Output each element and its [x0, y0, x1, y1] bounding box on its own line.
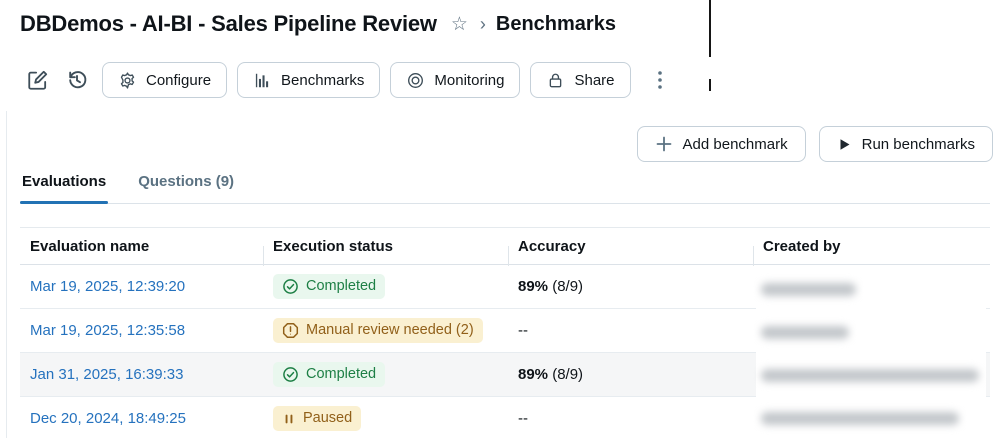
evaluation-link[interactable]: Jan 31, 2025, 16:39:33 — [30, 366, 184, 383]
monitor-target-icon — [406, 71, 425, 90]
status-badge: Paused — [273, 406, 362, 431]
breadcrumb-separator: › — [479, 14, 486, 34]
star-outline-icon[interactable]: ☆ — [450, 13, 468, 35]
status-label: Paused — [303, 410, 353, 427]
tab-evaluations-label: Evaluations — [22, 173, 107, 190]
monitoring-label: Monitoring — [434, 71, 505, 89]
status-badge: Completed — [273, 362, 386, 387]
status-label: Manual review needed (2) — [306, 322, 474, 339]
status-badge: Manual review needed (2) — [273, 318, 483, 343]
table-header: Evaluation name Execution status Accurac… — [20, 228, 990, 266]
actions-row: Add benchmark Run benchmarks — [636, 126, 993, 162]
benchmarks-label: Benchmarks — [281, 71, 365, 89]
run-benchmarks-label: Run benchmarks — [861, 135, 975, 153]
benchmarks-button[interactable]: Benchmarks — [237, 62, 381, 98]
redacted-created-by — [761, 326, 849, 339]
gear-icon — [118, 71, 137, 90]
plus-icon — [655, 135, 673, 153]
column-header-execution-status: Execution status — [263, 238, 508, 266]
alert-octagon-icon — [282, 322, 299, 339]
evaluation-link[interactable]: Dec 20, 2024, 18:49:25 — [30, 410, 186, 427]
add-benchmark-label: Add benchmark — [682, 135, 788, 153]
share-button[interactable]: Share — [530, 62, 631, 98]
check-circle-icon — [282, 278, 299, 295]
check-circle-icon — [282, 366, 299, 383]
evaluation-link[interactable]: Mar 19, 2025, 12:35:58 — [30, 322, 186, 339]
add-benchmark-button[interactable]: Add benchmark — [636, 126, 806, 162]
play-icon — [837, 137, 852, 152]
edit-icon[interactable] — [22, 65, 52, 95]
accuracy-cell: -- — [518, 410, 528, 427]
column-header-created-by: Created by — [753, 238, 990, 266]
monitoring-button[interactable]: Monitoring — [390, 62, 521, 98]
toolbar: Configure Benchmarks Monitoring — [22, 62, 675, 98]
redacted-created-by — [761, 283, 856, 296]
breadcrumb-current: Benchmarks — [495, 12, 616, 35]
configure-label: Configure — [146, 71, 212, 89]
artifact-line — [709, 0, 711, 57]
tab-evaluations[interactable]: Evaluations — [20, 168, 109, 204]
status-label: Completed — [306, 278, 377, 295]
redacted-created-by — [761, 412, 959, 425]
tab-questions[interactable]: Questions (9) — [136, 168, 236, 203]
share-label: Share — [574, 71, 615, 89]
artifact-line — [709, 79, 711, 91]
table-row: Mar 19, 2025, 12:35:58 Manual review nee… — [20, 309, 990, 353]
panel-left-border — [6, 111, 7, 438]
column-header-evaluation-name: Evaluation name — [30, 237, 150, 255]
status-label: Completed — [306, 366, 377, 383]
table-row: Mar 19, 2025, 12:39:20 Completed 89% (8/… — [20, 265, 990, 309]
column-header-accuracy: Accuracy — [508, 238, 753, 266]
kebab-menu-icon[interactable] — [645, 65, 675, 95]
history-icon[interactable] — [62, 65, 92, 95]
evaluation-link[interactable]: Mar 19, 2025, 12:39:20 — [30, 278, 186, 295]
accuracy-cell: 89% (8/9) — [518, 278, 584, 295]
accuracy-cell: 89% (8/9) — [518, 366, 584, 383]
redacted-created-by — [761, 369, 979, 382]
accuracy-cell: -- — [518, 322, 528, 339]
breadcrumb: DBDemos - AI-BI - Sales Pipeline Review … — [20, 11, 616, 37]
table-row: Dec 20, 2024, 18:49:25 Paused -- — [20, 397, 990, 438]
pause-icon — [282, 412, 296, 426]
bar-chart-icon — [253, 71, 272, 90]
lock-icon — [546, 71, 565, 90]
tab-bar: Evaluations Questions (9) — [20, 168, 990, 204]
run-benchmarks-button[interactable]: Run benchmarks — [818, 126, 993, 162]
page-title: DBDemos - AI-BI - Sales Pipeline Review — [20, 11, 437, 36]
status-badge: Completed — [273, 274, 386, 299]
configure-button[interactable]: Configure — [102, 62, 228, 98]
created-by-redaction — [756, 275, 986, 438]
tab-questions-label: Questions (9) — [138, 173, 235, 190]
